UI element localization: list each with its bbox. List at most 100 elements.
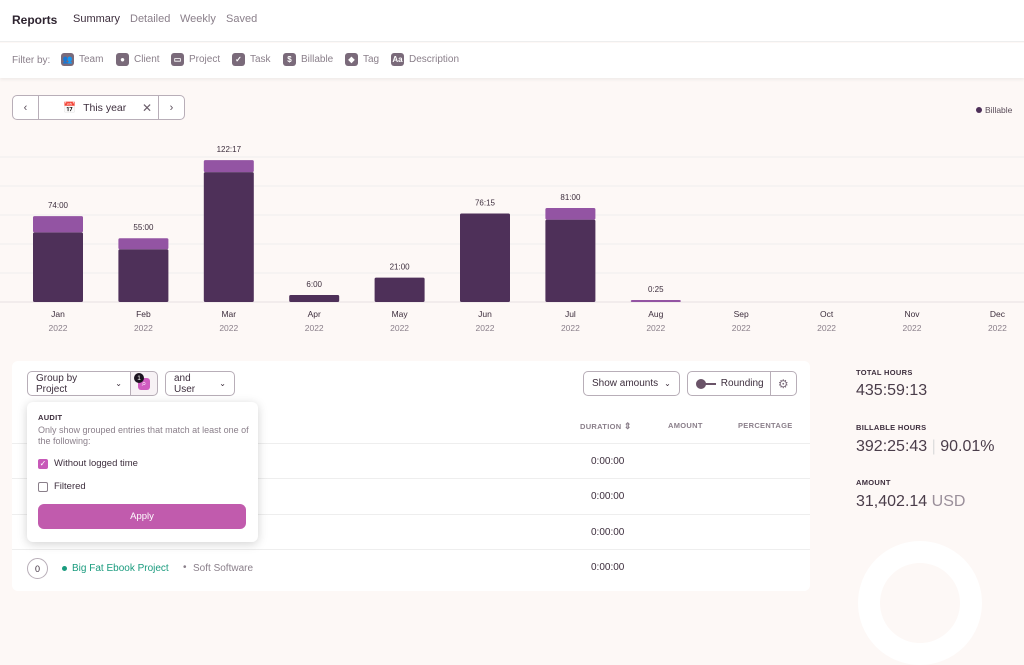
- filter-task-label: Task: [250, 54, 271, 65]
- rounding-label: Rounding: [720, 378, 764, 389]
- tab-summary[interactable]: Summary: [73, 13, 121, 25]
- bar-segment-may: [374, 277, 425, 302]
- audit-description: Only show grouped entries that match at …: [38, 425, 249, 446]
- x-tick-year: 2022: [903, 323, 922, 333]
- total-hours-value: 435:59:13: [856, 382, 928, 399]
- sort-icon: ⇕: [623, 421, 632, 431]
- x-tick-year: 2022: [305, 323, 324, 333]
- gear-icon[interactable]: ⚙: [769, 372, 796, 395]
- bar-total-label: 76:15: [475, 199, 496, 208]
- filter-task[interactable]: ✓ Task: [232, 53, 271, 66]
- filter-tag[interactable]: ◆ Tag: [345, 53, 379, 66]
- chart-legend: Billable: [976, 105, 1012, 115]
- x-tick-month: Jul: [565, 309, 576, 319]
- amount-number: 31,402.14: [856, 493, 928, 510]
- audit-popup: AUDIT Only show grouped entries that mat…: [27, 402, 258, 542]
- without-logged-time-label: Without logged time: [54, 458, 138, 469]
- table-row[interactable]: 0:00:00: [12, 443, 810, 479]
- billable-percentage: 90.01%: [940, 438, 995, 455]
- calendar-icon: 📅: [63, 102, 77, 114]
- date-range-value: This year: [83, 101, 127, 114]
- x-tick-year: 2022: [732, 323, 751, 333]
- filter-billable[interactable]: $ Billable: [283, 53, 333, 66]
- duration-header[interactable]: DURATION ⇕: [580, 421, 632, 432]
- toggle-switch-icon: [696, 378, 716, 389]
- bar-chart: 74:00 Jan 2022 55:00 Feb 2022 122:17 Mar 2022 6:0…: [0, 145, 1024, 333]
- checkbox-unchecked[interactable]: [38, 481, 48, 492]
- bar-segment-mar: [203, 160, 254, 173]
- and-user-dropdown[interactable]: and User ⌄: [165, 371, 235, 396]
- amount-currency: USD: [931, 493, 966, 510]
- row-duration: 0:00:00: [591, 562, 625, 573]
- percentage-header: PERCENTAGE: [738, 421, 793, 430]
- filter-project-label: Project: [189, 54, 221, 65]
- date-range-field[interactable]: 📅 This year ✕: [38, 96, 159, 119]
- bar-total-label: 6:00: [306, 280, 322, 289]
- project-name[interactable]: Big Fat Ebook Project: [72, 563, 169, 574]
- x-tick-year: 2022: [561, 323, 580, 333]
- x-tick-month: Jan: [51, 309, 65, 319]
- apply-button[interactable]: Apply: [38, 504, 246, 529]
- x-tick-month: Sep: [734, 309, 749, 319]
- bar-segment-jul: [545, 219, 596, 302]
- show-amounts-dropdown[interactable]: Show amounts ⌄: [583, 371, 680, 396]
- clear-icon[interactable]: ✕: [141, 101, 152, 115]
- tab-weekly[interactable]: Weekly: [180, 13, 216, 25]
- x-tick-year: 2022: [219, 323, 238, 333]
- x-tick-month: Oct: [820, 309, 834, 319]
- filter-client-label: Client: [134, 54, 160, 65]
- bar-segment-jan: [33, 232, 83, 302]
- x-tick-year: 2022: [476, 323, 495, 333]
- x-tick-year: 2022: [134, 323, 153, 333]
- audit-button[interactable]: ⌕ 1: [130, 371, 158, 396]
- tag-icon: ◆: [345, 53, 358, 66]
- filter-description-label: Description: [409, 54, 460, 65]
- amount-header: AMOUNT: [668, 421, 703, 430]
- bar-segment-jan: [33, 216, 83, 233]
- bar-total-label: 21:00: [390, 263, 411, 272]
- table-row[interactable]: 0:00:00: [12, 478, 810, 514]
- bar-segment-apr: [289, 295, 340, 302]
- chevron-down-icon: ⌄: [219, 379, 226, 388]
- filter-project[interactable]: ▭ Project: [171, 53, 220, 66]
- team-icon: 👥: [61, 53, 74, 66]
- bar-segment-jun: [460, 213, 510, 302]
- bar-total-label: 122:17: [217, 145, 242, 154]
- table-row[interactable]: 0 Big Fat Ebook Project • Soft Software …: [12, 549, 810, 585]
- filter-billable-label: Billable: [301, 54, 334, 65]
- filter-description[interactable]: Aa Description: [391, 53, 459, 66]
- tab-detailed[interactable]: Detailed: [130, 13, 171, 25]
- chevron-down-icon: ⌄: [664, 379, 671, 388]
- tab-saved[interactable]: Saved: [226, 13, 258, 25]
- next-period-button[interactable]: ›: [169, 101, 174, 114]
- group-by-dropdown[interactable]: Group by Project ⌄: [27, 371, 131, 396]
- legend-billable-label: Billable: [985, 105, 1013, 115]
- top-bar: Reports Summary Detailed Weekly Saved: [0, 0, 1024, 42]
- filtered-option[interactable]: Filtered: [38, 481, 86, 492]
- x-tick-month: Nov: [904, 309, 920, 319]
- without-logged-time-option[interactable]: ✓ Without logged time: [38, 458, 138, 469]
- donut-chart: [858, 541, 982, 665]
- filtered-label: Filtered: [54, 481, 86, 492]
- x-tick-year: 2022: [988, 323, 1007, 333]
- table-row[interactable]: 0:00:00: [12, 514, 810, 550]
- filter-client[interactable]: ● Client: [116, 53, 160, 66]
- previous-period-button[interactable]: ‹: [23, 101, 28, 114]
- billable-hours: 392:25:43: [856, 438, 928, 455]
- and-user-label: and User: [174, 372, 196, 395]
- bar-segment-feb: [118, 238, 169, 250]
- filter-tag-label: Tag: [363, 54, 380, 65]
- x-tick-month: Jun: [478, 309, 492, 319]
- amount-label: AMOUNT: [856, 478, 891, 487]
- filter-team[interactable]: 👥 Team: [61, 53, 103, 66]
- filter-team-label: Team: [79, 54, 104, 65]
- row-count-badge[interactable]: 0: [27, 558, 48, 579]
- billable-hours-value: 392:25:43 | 90.01%: [856, 438, 995, 455]
- checkbox-checked[interactable]: ✓: [38, 458, 48, 469]
- rounding-toggle[interactable]: Rounding ⚙: [687, 371, 797, 396]
- chevron-down-icon: ⌄: [115, 379, 122, 388]
- row-duration: 0:00:00: [591, 527, 625, 538]
- legend-billable-dot: [976, 107, 982, 113]
- client-icon: ●: [116, 53, 129, 66]
- page-title: Reports: [12, 13, 58, 27]
